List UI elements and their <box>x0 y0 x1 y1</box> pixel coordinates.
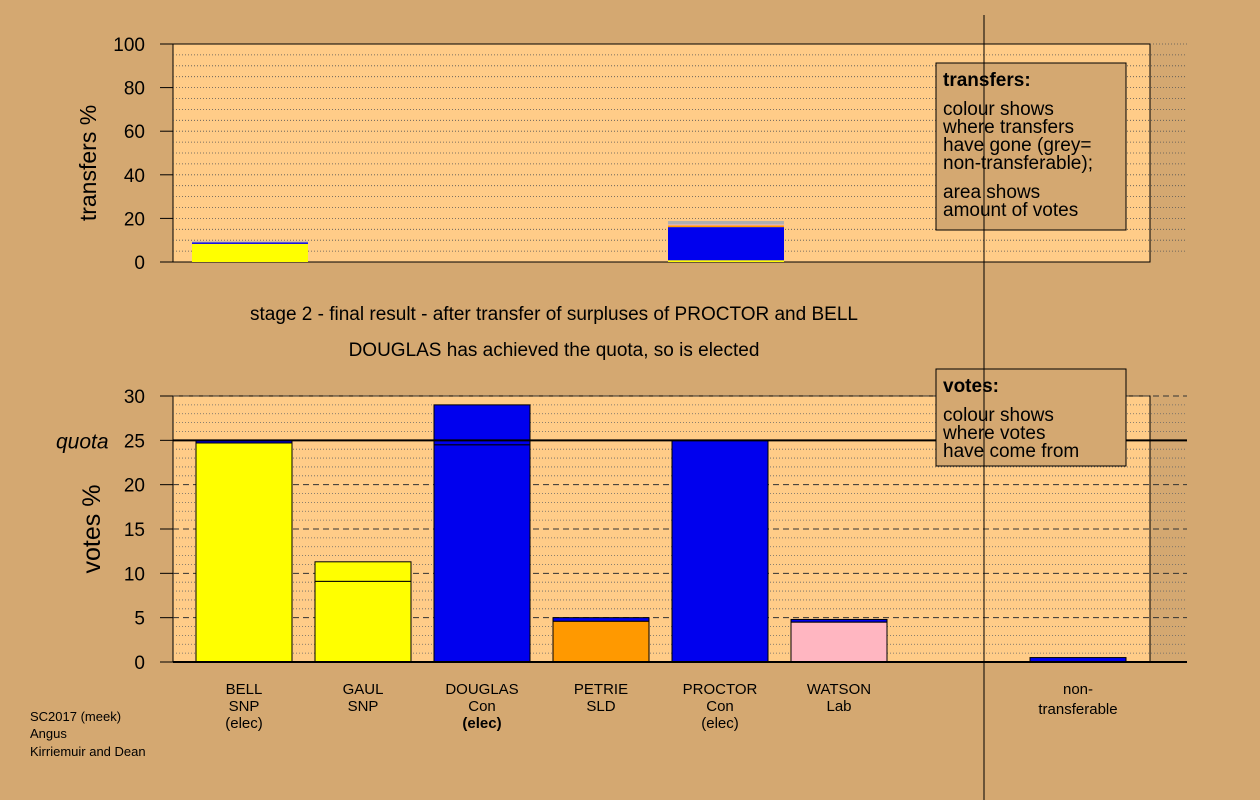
vote-segment <box>671 439 769 663</box>
y-tick-label: 60 <box>124 122 145 143</box>
y-tick-label: 30 <box>124 387 145 408</box>
votes-legend-line: colour shows <box>943 405 1054 426</box>
vote-segment <box>314 580 412 663</box>
y-tick-label: 40 <box>124 166 145 187</box>
transfers-legend-line: non-transferable); <box>943 153 1093 174</box>
transfers-legend-title: transfers: <box>943 70 1031 91</box>
transfers-legend-line: colour shows <box>943 99 1054 120</box>
footer-line: Kirriemuir and Dean <box>30 744 146 759</box>
transfer-segment <box>668 227 784 261</box>
elected-caption: DOUGLAS has achieved the quota, so is el… <box>349 340 760 361</box>
votes-legend: votes: colour shows where votes have com… <box>935 368 1127 467</box>
vote-segment <box>195 442 293 663</box>
footer-line: Angus <box>30 726 67 741</box>
y-tick-label: 20 <box>124 209 145 230</box>
votes-legend-title: votes: <box>943 376 999 397</box>
vote-segment <box>790 621 888 663</box>
y-tick-label: 80 <box>124 79 145 100</box>
nontransferable-label: transferable <box>1038 701 1117 718</box>
candidate-party: Con <box>468 698 496 715</box>
candidate-party: SNP <box>229 698 260 715</box>
y-tick-label: 10 <box>124 564 145 585</box>
transfer-segment <box>192 242 308 244</box>
nontransferable-label: non- <box>1063 681 1093 698</box>
transfers-legend-line: where transfers <box>942 117 1074 138</box>
transfer-segment <box>668 225 784 228</box>
y-tick-label: 0 <box>134 653 145 674</box>
votes-legend-line: where votes <box>942 423 1045 444</box>
transfer-segment <box>192 241 308 243</box>
votes-legend-line: have come from <box>943 441 1079 462</box>
footer-line: SC2017 (meek) <box>30 709 121 724</box>
vote-segment <box>433 404 531 446</box>
vote-segment <box>552 620 650 663</box>
transfers-ylabel: transfers % <box>75 105 101 221</box>
candidate-name: PETRIE <box>574 681 628 698</box>
y-tick-label: 25 <box>124 431 145 452</box>
transfers-legend: transfers: colour shows where transfers … <box>935 62 1127 231</box>
transfer-segment <box>668 260 784 262</box>
candidate-name: BELL <box>226 681 263 698</box>
y-tick-label: 5 <box>134 609 145 630</box>
vote-segment <box>433 444 531 663</box>
y-tick-label: 15 <box>124 520 145 541</box>
votes-ylabel: votes % <box>78 485 106 574</box>
stage-caption: stage 2 - final result - after transfer … <box>250 304 858 325</box>
candidate-name: WATSON <box>807 681 871 698</box>
candidate-party: SNP <box>348 698 379 715</box>
candidate-status: (elec) <box>225 715 263 732</box>
transfers-legend-line: amount of votes <box>943 200 1078 221</box>
candidate-name: GAUL <box>343 681 384 698</box>
transfer-segment <box>192 243 308 262</box>
vote-segment <box>790 618 888 623</box>
transfer-segment <box>668 221 784 225</box>
transfer-segment <box>668 224 784 226</box>
quota-label: quota <box>56 430 109 453</box>
transfers-legend-line: area shows <box>943 182 1040 203</box>
vote-segment <box>552 617 650 622</box>
candidate-party: Lab <box>826 698 851 715</box>
candidate-status: (elec) <box>462 715 501 732</box>
transfers-legend-line: have gone (grey= <box>943 135 1091 156</box>
y-tick-label: 20 <box>124 476 145 497</box>
vote-segment <box>314 561 412 582</box>
y-tick-label: 0 <box>134 253 145 274</box>
y-tick-label: 100 <box>113 35 145 56</box>
candidate-party: Con <box>706 698 734 715</box>
candidate-status: (elec) <box>701 715 739 732</box>
candidate-name: DOUGLAS <box>445 681 518 698</box>
candidate-party: SLD <box>586 698 615 715</box>
candidate-name: PROCTOR <box>683 681 758 698</box>
